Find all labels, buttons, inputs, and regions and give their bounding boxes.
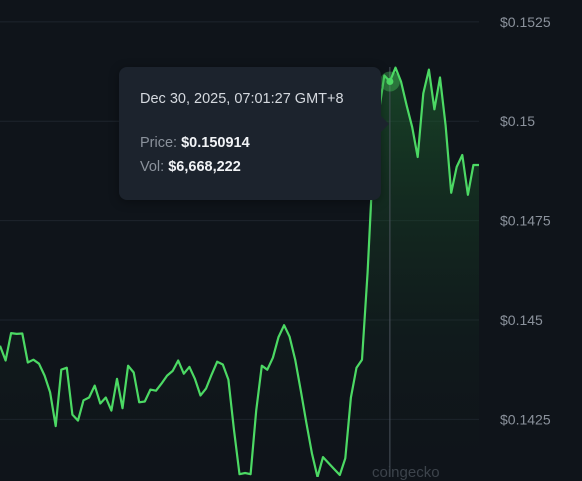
y-tick-label: $0.145 [500,312,543,328]
y-tick-label: $0.1425 [500,411,551,427]
hover-marker-group [379,71,400,92]
watermark: coingecko [372,464,440,481]
y-tick-label: $0.1525 [500,14,551,30]
price-line [0,66,479,477]
y-tick-label: $0.1475 [500,213,551,229]
tooltip-price-value: $0.150914 [181,135,250,151]
hover-tooltip: Dec 30, 2025, 07:01:27 GMT+8 Price: $0.1… [119,67,381,200]
price-area [0,67,479,477]
y-tick-label: $0.15 [500,113,535,129]
tooltip-price-label: Price: [140,135,178,151]
tooltip-vol-value: $6,668,222 [168,159,241,175]
tooltip-vol-label: Vol: [140,159,165,175]
hover-marker [386,77,394,85]
tooltip-time: Dec 30, 2025, 07:01:27 GMT+8 [140,91,344,107]
y-axis: $0.1425 $0.145 $0.1475 $0.15 $0.1525 [500,14,551,427]
tooltip-vol-row: Vol: $6,668,222 [140,155,381,179]
tooltip-price-row: Price: $0.150914 [140,131,381,155]
tooltip-pointer [381,116,389,132]
